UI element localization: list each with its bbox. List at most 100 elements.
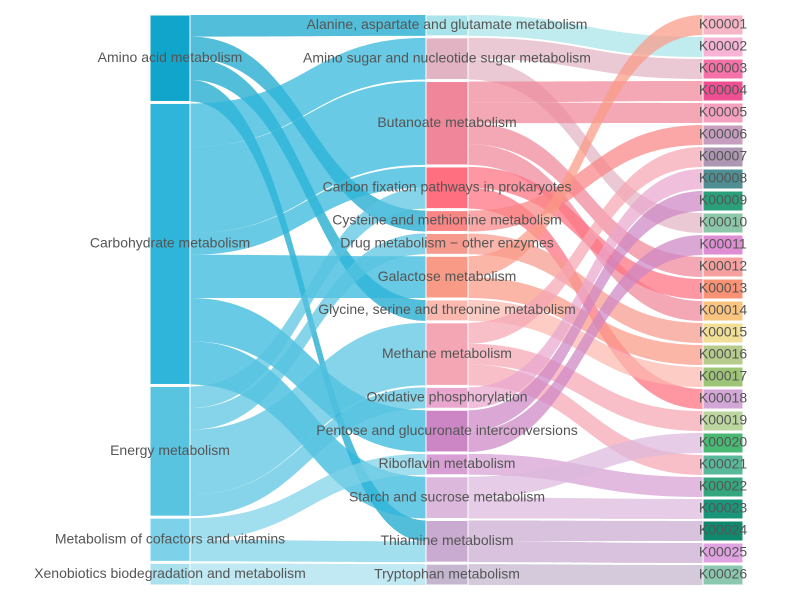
node-level1[interactable] bbox=[149, 385, 191, 517]
level2-label: Glycine, serine and threonine metabolism bbox=[318, 301, 576, 317]
level1-level2-link bbox=[190, 81, 426, 234]
level3-label: K00008 bbox=[699, 170, 747, 186]
level1-level2-link bbox=[190, 37, 426, 147]
node-level3[interactable] bbox=[702, 388, 744, 410]
node-level3[interactable] bbox=[702, 124, 744, 146]
node-level3[interactable] bbox=[702, 146, 744, 168]
level3-label: K00012 bbox=[699, 258, 747, 274]
level3-label: K00010 bbox=[699, 214, 747, 230]
level3-label: K00003 bbox=[699, 60, 747, 76]
node-level3[interactable] bbox=[702, 300, 744, 322]
level2-label: Carbon fixation pathways in prokaryotes bbox=[322, 178, 571, 194]
level2-level3-link bbox=[468, 169, 703, 409]
level2-level3-link bbox=[468, 81, 703, 103]
level1-level2-link bbox=[190, 15, 426, 37]
node-level3[interactable] bbox=[702, 80, 744, 102]
node-level3[interactable] bbox=[702, 278, 744, 300]
level2-label: Amino sugar and nucleotide sugar metabol… bbox=[303, 49, 591, 65]
node-level3[interactable] bbox=[702, 498, 744, 520]
level1-level2-link bbox=[190, 233, 426, 430]
node-level2[interactable] bbox=[425, 166, 469, 210]
level3-label: K00025 bbox=[699, 544, 747, 560]
level2-level3-link bbox=[468, 15, 703, 278]
node-level3[interactable] bbox=[702, 212, 744, 234]
level2-label: Thiamine metabolism bbox=[380, 532, 513, 548]
level1-label: Carbohydrate metabolism bbox=[90, 235, 250, 251]
node-level2[interactable] bbox=[425, 232, 469, 255]
level2-level3-link bbox=[468, 497, 703, 519]
level2-level3-link bbox=[468, 147, 703, 344]
node-level3[interactable] bbox=[702, 58, 744, 80]
level2-level3-link bbox=[468, 37, 703, 79]
level3-label: K00005 bbox=[699, 104, 747, 120]
node-level3[interactable] bbox=[702, 234, 744, 256]
level1-label: Xenobiotics biodegradation and metabolis… bbox=[34, 565, 306, 581]
node-level2[interactable] bbox=[425, 563, 469, 586]
node-level3[interactable] bbox=[702, 36, 744, 58]
node-level1[interactable] bbox=[149, 562, 191, 586]
level2-label: Pentose and glucuronate interconversions bbox=[316, 422, 578, 438]
node-level3[interactable] bbox=[702, 432, 744, 454]
level1-label: Energy metabolism bbox=[110, 442, 230, 458]
level2-level3-link bbox=[468, 541, 703, 563]
node-level3[interactable] bbox=[702, 256, 744, 278]
level3-label: K00004 bbox=[699, 82, 747, 98]
level3-label: K00022 bbox=[699, 478, 747, 494]
node-level2[interactable] bbox=[425, 299, 469, 322]
level2-label: Butanoate metabolism bbox=[377, 114, 516, 130]
sankey-nodes bbox=[149, 14, 744, 586]
level1-level2-link bbox=[190, 187, 426, 409]
level1-label: Metabolism of cofactors and vitamins bbox=[55, 530, 285, 546]
node-level3[interactable] bbox=[702, 520, 744, 542]
level2-label: Starch and sucrose metabolism bbox=[349, 488, 545, 504]
node-level3[interactable] bbox=[702, 190, 744, 212]
node-level3[interactable] bbox=[702, 168, 744, 190]
level2-label: Oxidative phosphorylation bbox=[366, 389, 527, 405]
level2-level3-link bbox=[468, 166, 703, 299]
level2-label: Drug metabolism − other enzymes bbox=[340, 235, 554, 251]
level3-label: K00019 bbox=[699, 412, 747, 428]
node-level2[interactable] bbox=[425, 81, 469, 166]
level3-label: K00021 bbox=[699, 456, 747, 472]
node-level3[interactable] bbox=[702, 476, 744, 498]
node-level2[interactable] bbox=[425, 453, 469, 476]
level3-label: K00024 bbox=[699, 522, 747, 538]
level3-label: K00001 bbox=[699, 16, 747, 32]
node-level1[interactable] bbox=[149, 14, 191, 102]
node-level2[interactable] bbox=[425, 322, 469, 386]
node-level2[interactable] bbox=[425, 14, 469, 37]
node-level3[interactable] bbox=[702, 542, 744, 564]
node-level3[interactable] bbox=[702, 366, 744, 388]
node-level2[interactable] bbox=[425, 386, 469, 409]
level1-level2-link bbox=[190, 539, 426, 563]
level3-label: K00023 bbox=[699, 500, 747, 516]
node-level3[interactable] bbox=[702, 14, 744, 36]
level3-label: K00006 bbox=[699, 126, 747, 142]
level3-label: K00007 bbox=[699, 148, 747, 164]
node-level2[interactable] bbox=[425, 255, 469, 299]
level2-label: Alanine, aspartate and glutamate metabol… bbox=[307, 16, 588, 32]
node-level2[interactable] bbox=[425, 409, 469, 453]
level2-level3-link bbox=[468, 453, 703, 497]
level3-label: K00016 bbox=[699, 346, 747, 362]
node-level2[interactable] bbox=[425, 519, 469, 563]
node-level3[interactable] bbox=[702, 344, 744, 366]
level1-level2-link bbox=[190, 79, 426, 542]
level3-label: K00026 bbox=[699, 566, 747, 582]
node-level2[interactable] bbox=[425, 210, 469, 232]
node-level3[interactable] bbox=[702, 102, 744, 124]
node-level1[interactable] bbox=[149, 102, 191, 385]
node-level1[interactable] bbox=[149, 517, 191, 562]
node-level2[interactable] bbox=[425, 476, 469, 519]
level2-label: Tryptophan metabolism bbox=[374, 565, 520, 581]
node-level3[interactable] bbox=[702, 454, 744, 476]
level2-level3-link bbox=[468, 102, 703, 124]
level2-label: Galactose metabolism bbox=[378, 268, 517, 284]
node-level3[interactable] bbox=[702, 564, 744, 586]
node-level2[interactable] bbox=[425, 37, 469, 81]
level3-label: K00013 bbox=[699, 280, 747, 296]
level3-label: K00015 bbox=[699, 324, 747, 340]
node-level3[interactable] bbox=[702, 410, 744, 432]
node-level3[interactable] bbox=[702, 322, 744, 344]
